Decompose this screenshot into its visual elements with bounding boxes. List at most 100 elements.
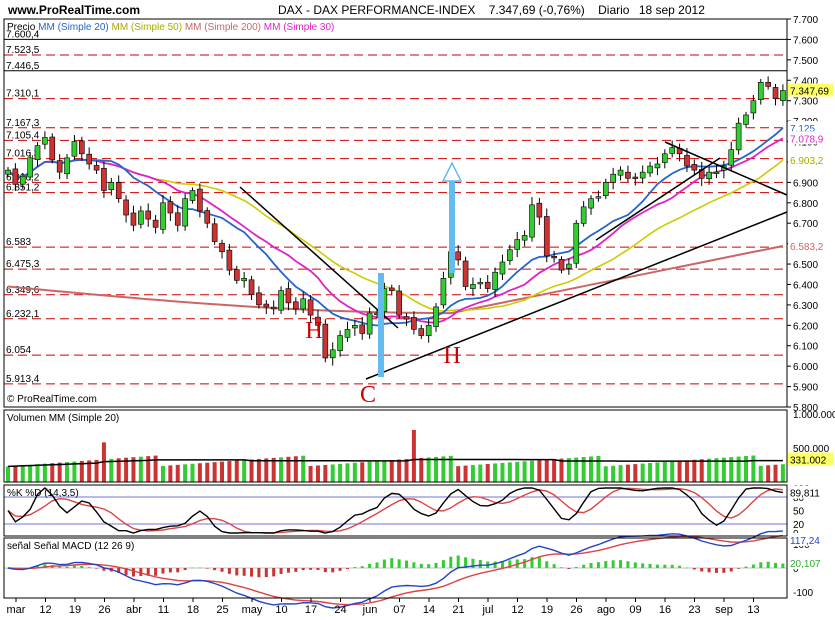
candle xyxy=(433,303,439,332)
panel-frame-0 xyxy=(3,18,788,408)
legend-entry: MM (Simple 20) xyxy=(35,22,108,33)
macd-hist-bar xyxy=(441,560,445,568)
macd-hist-bar xyxy=(781,563,785,568)
volume-bar xyxy=(640,463,645,482)
candle-body xyxy=(359,324,366,334)
macd-panel: señal Señal MACD (12 26 9)1000-100117,24… xyxy=(4,530,834,609)
macd-hist-bar xyxy=(316,568,320,570)
candle-body xyxy=(123,199,129,216)
panel-frame-2 xyxy=(3,484,788,537)
candle xyxy=(5,167,11,178)
volume-bar xyxy=(684,460,689,482)
macd-hist-bar xyxy=(663,564,667,568)
target-arrow-head xyxy=(441,161,463,182)
macd-hist-bar xyxy=(117,568,121,573)
candle xyxy=(514,231,521,258)
legend-entry: Precio xyxy=(7,22,36,33)
volume-bar xyxy=(515,461,520,482)
candle-body xyxy=(662,153,668,163)
candle xyxy=(101,161,107,198)
x-tick-label: 12 xyxy=(39,604,51,616)
candle-body xyxy=(93,165,100,171)
candle xyxy=(691,159,698,175)
candle-body xyxy=(551,255,557,259)
volume-bar xyxy=(330,464,335,482)
candle xyxy=(86,147,92,170)
candle xyxy=(470,277,476,296)
macd-hist-bar xyxy=(198,567,202,569)
volume-bar xyxy=(146,456,151,482)
candle xyxy=(529,197,535,242)
volume-bar xyxy=(35,464,40,482)
candle-body xyxy=(684,155,690,167)
candle xyxy=(167,196,174,221)
candle-body xyxy=(750,100,757,114)
stoch-last-label: 89,811 xyxy=(790,489,820,500)
candle-body xyxy=(344,329,351,338)
candle xyxy=(352,320,358,336)
candle-body xyxy=(315,316,321,326)
last-value-label: 6.583,2 xyxy=(790,242,824,253)
volume-bar xyxy=(780,464,785,482)
volume-bar xyxy=(28,464,33,482)
candle-body xyxy=(403,316,410,320)
volume-bar xyxy=(744,456,748,482)
candle-body xyxy=(219,242,225,253)
candle xyxy=(610,167,616,190)
candle xyxy=(492,267,498,297)
candle-body xyxy=(115,182,122,200)
candle xyxy=(477,277,484,289)
candle xyxy=(588,195,594,215)
pattern-label-c: C xyxy=(360,382,376,408)
x-tick-label: 26 xyxy=(570,604,582,616)
macd-hist-bar xyxy=(345,568,349,569)
candle-body xyxy=(425,325,432,337)
macd-hist-bar xyxy=(434,562,438,568)
candle-body xyxy=(189,190,196,201)
volume-bar xyxy=(242,460,247,482)
period: Diario xyxy=(598,3,630,17)
x-tick-label: 19 xyxy=(69,604,81,616)
macd-axis-label: 0 xyxy=(793,564,799,575)
macd-hist-bar xyxy=(574,567,578,568)
volume-bar xyxy=(529,460,534,482)
volume-bar xyxy=(448,455,453,482)
level-label: 6.583 xyxy=(6,237,31,248)
volume-bar xyxy=(707,458,712,482)
candle-body xyxy=(160,202,166,230)
last-price: 7.347,69 xyxy=(488,3,536,17)
macd-hist-bar xyxy=(537,557,541,568)
candle xyxy=(123,195,129,223)
macd-last-label: 117,24 xyxy=(790,536,820,547)
volume-axis-label: 1.000.000 xyxy=(793,410,835,421)
stoch-d-line xyxy=(7,487,783,534)
candle xyxy=(521,230,528,247)
candle xyxy=(536,197,543,226)
candle-body xyxy=(617,169,624,176)
macd-hist-bar xyxy=(707,568,711,573)
last-value-box xyxy=(788,153,834,167)
candle xyxy=(543,208,550,263)
macd-hist-bar xyxy=(390,558,394,568)
legend-entry: MM (Simple 200) xyxy=(182,22,261,33)
macd-hist-bar xyxy=(596,562,600,568)
candle xyxy=(263,299,270,315)
macd-hist-bar xyxy=(655,564,659,568)
volume-bar xyxy=(677,460,682,482)
volume-bar xyxy=(271,457,276,482)
macd-hist-bar xyxy=(508,560,512,568)
volume-bar xyxy=(131,457,136,482)
level-label: 5.913,4 xyxy=(6,374,40,385)
site-title[interactable]: www.ProRealTime.com xyxy=(8,3,141,17)
volume-bar xyxy=(544,459,549,482)
macd-hist-bar xyxy=(737,568,741,569)
x-tick-label: 18 xyxy=(187,604,199,616)
volume-bar xyxy=(618,465,623,482)
candle xyxy=(632,172,639,186)
macd-hist-bar xyxy=(552,564,556,568)
price-legend: Precio MM (Simple 20) MM (Simple 50) MM … xyxy=(7,22,334,33)
candle xyxy=(174,204,181,232)
macd-hist-bar xyxy=(331,568,335,573)
